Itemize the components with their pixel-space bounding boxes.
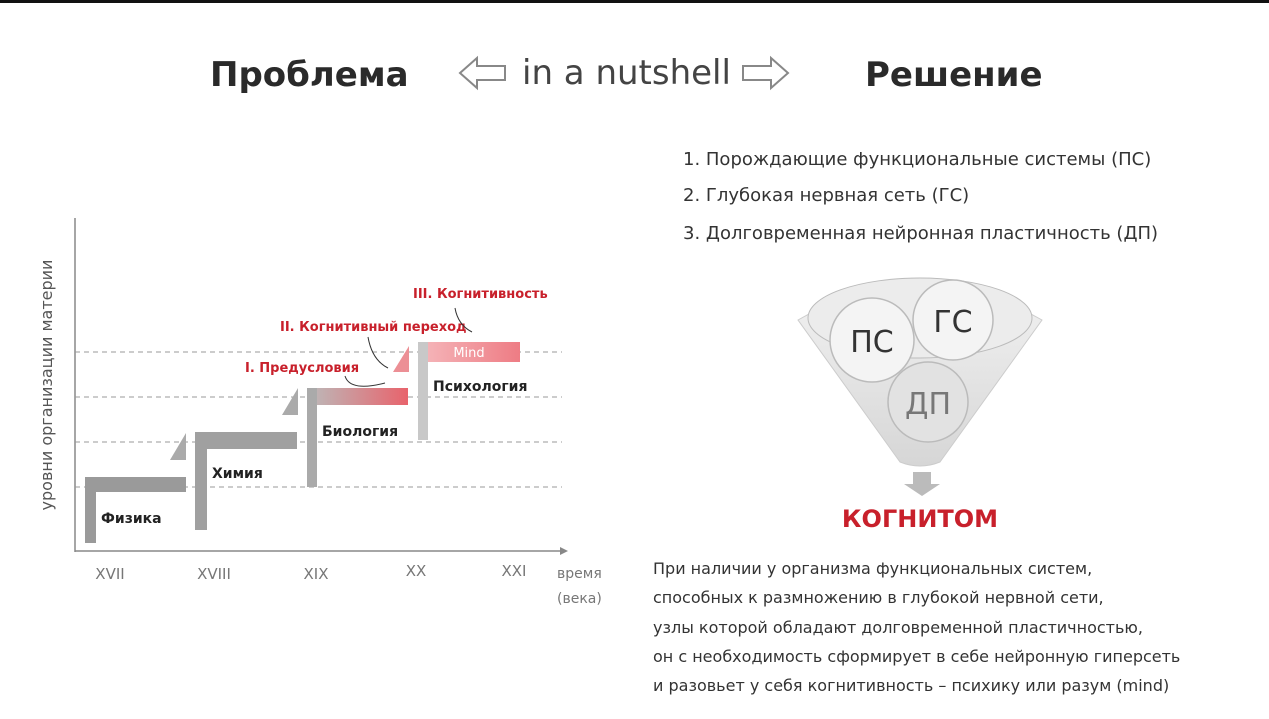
step-label: Химия <box>212 466 263 482</box>
paragraph-line: способных к размножению в глубокой нервн… <box>653 588 1104 607</box>
y-axis-label: уровни организации материи <box>37 260 56 511</box>
annotation-arrow <box>344 375 386 387</box>
annotation-arrow <box>454 307 473 333</box>
funnel-item: ПС <box>850 325 894 360</box>
list-item: 3. Долговременная нейронная пластичность… <box>683 223 1158 244</box>
annotation: I. Предусловия <box>245 361 359 376</box>
x-axis-label: время <box>557 566 602 582</box>
century-label: XIX <box>304 565 329 583</box>
funnel: ПС ГС ДП КОГНИТОМ <box>797 277 1043 533</box>
step-biology <box>307 388 317 487</box>
title-solution: Решение <box>865 55 1043 95</box>
step-label: Физика <box>101 511 162 527</box>
title-problem: Проблема <box>210 55 409 95</box>
step-biology-top <box>307 388 408 405</box>
x-axis-arrow <box>560 547 568 555</box>
mind-label: Mind <box>453 346 484 361</box>
funnel-item: ДП <box>905 387 951 422</box>
paragraph-line: узлы которой обладают долговременной пла… <box>653 618 1143 637</box>
annotation-arrow <box>367 336 389 369</box>
step-wedge <box>393 346 409 372</box>
arrow-right <box>742 55 790 91</box>
paragraph-line: он с необходимость сформирует в себе ней… <box>653 647 1180 666</box>
century-label: XVIII <box>197 565 231 583</box>
century-label: XXI <box>502 562 527 580</box>
x-axis-label: (века) <box>557 591 602 607</box>
circle-gs <box>912 279 994 361</box>
paragraph-line: При наличии у организма функциональных с… <box>653 559 1092 578</box>
annotation: III. Когнитивность <box>413 287 548 302</box>
step-wedge <box>170 433 186 460</box>
arrow-left <box>458 55 506 91</box>
down-arrow <box>904 472 940 496</box>
funnel-item: ГС <box>933 305 972 340</box>
circle-ps <box>829 297 915 383</box>
paragraph-line: и разовьет у себя когнитивность – психик… <box>653 676 1169 695</box>
top-bar <box>0 0 1269 3</box>
century-label: XX <box>406 562 427 580</box>
circle-dp <box>887 361 969 443</box>
list-item: 2. Глубокая нервная сеть (ГС) <box>683 185 969 206</box>
result-label: КОГНИТОМ <box>842 505 998 533</box>
step-mind <box>418 342 520 362</box>
step-label: Биология <box>322 424 398 440</box>
staircase-diagram: уровни организации материи Mind Физика Х… <box>37 218 602 607</box>
step-label: Психология <box>433 379 527 395</box>
list-item: 1. Порождающие функциональные системы (П… <box>683 149 1151 170</box>
step-physics <box>85 477 186 543</box>
century-label: XVII <box>95 565 124 583</box>
step-psychology <box>418 342 428 440</box>
annotation: II. Когнитивный переход <box>280 320 467 335</box>
step-wedge <box>282 388 298 415</box>
title-nutshell: in a nutshell <box>522 53 731 93</box>
step-chemistry <box>195 432 297 530</box>
